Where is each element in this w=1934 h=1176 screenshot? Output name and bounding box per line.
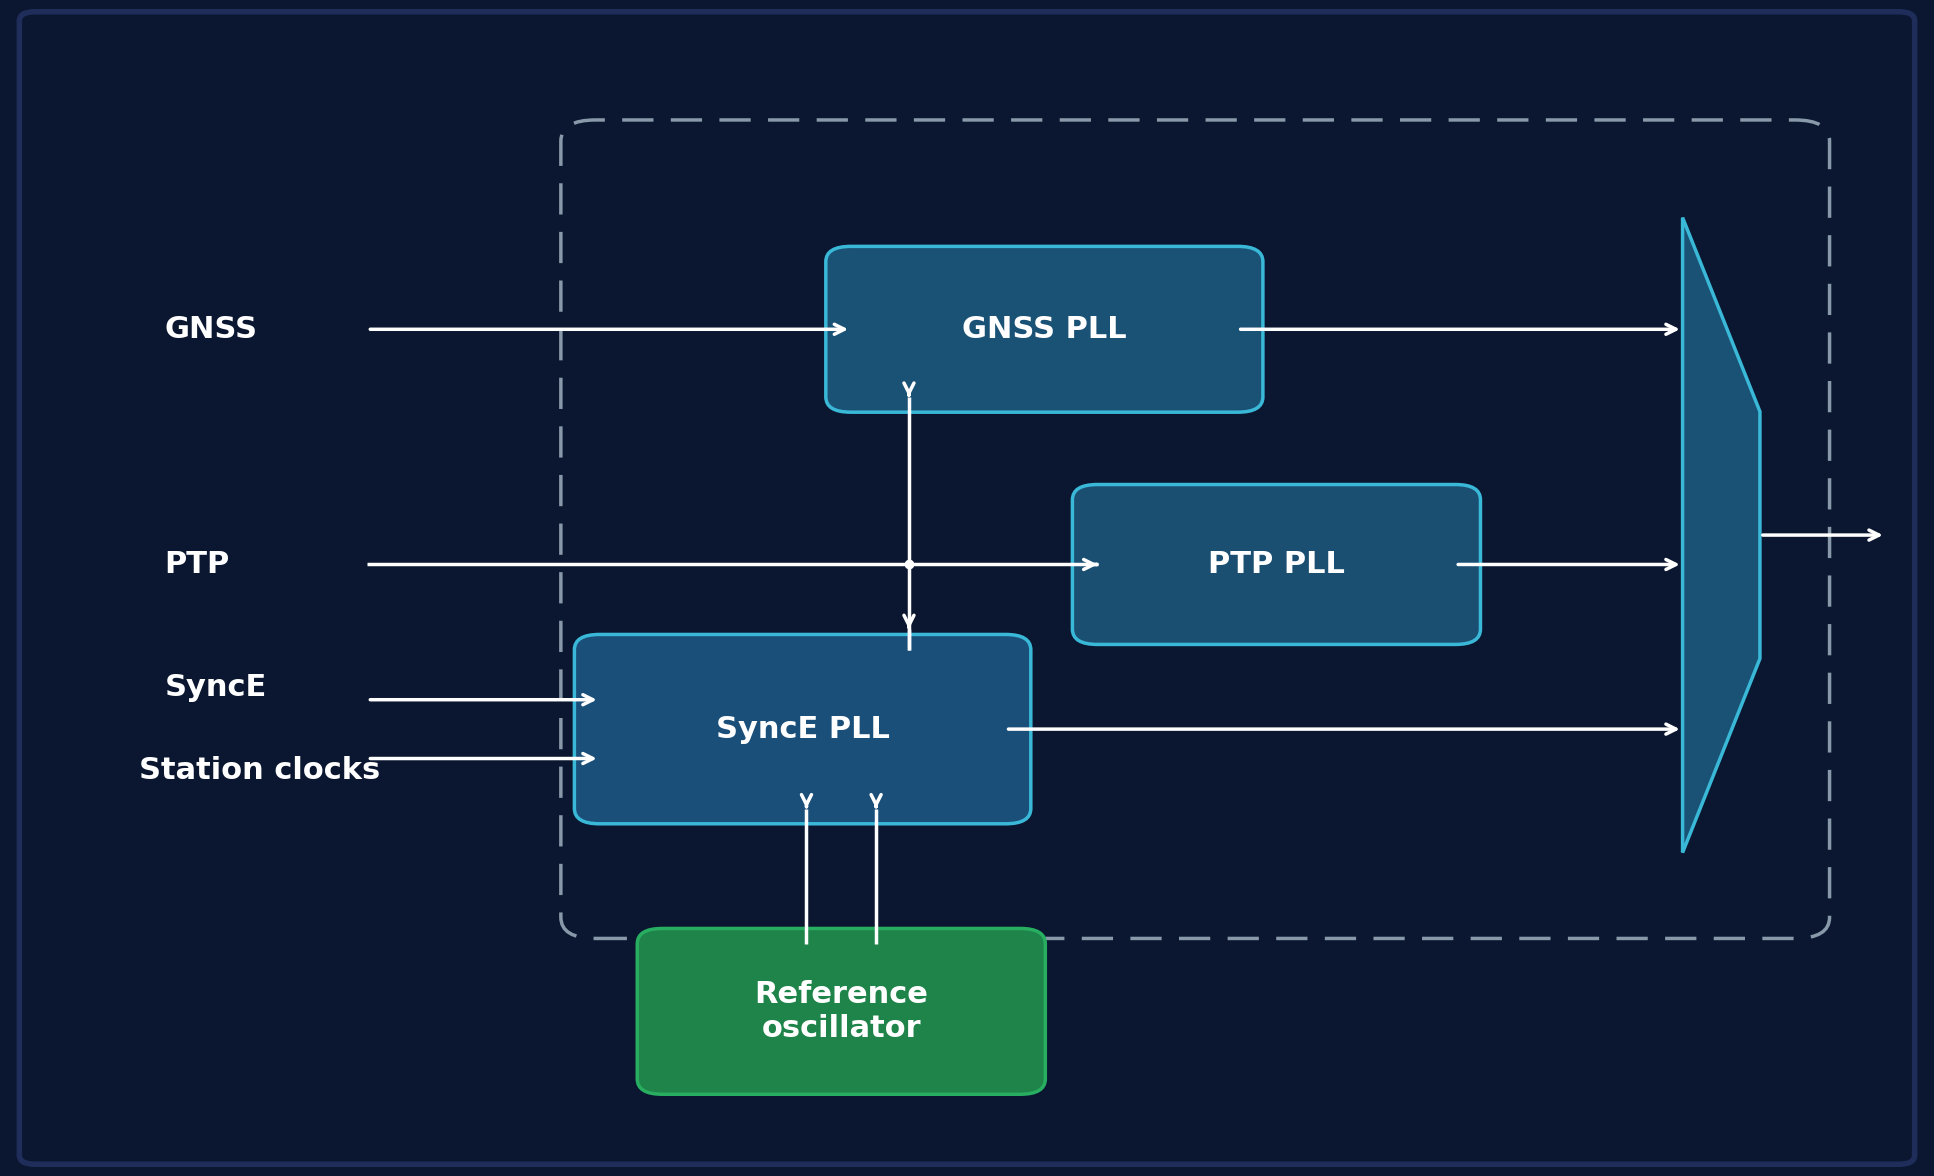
Text: Station clocks: Station clocks: [139, 756, 381, 784]
Text: SyncE PLL: SyncE PLL: [716, 715, 890, 743]
Text: GNSS PLL: GNSS PLL: [961, 315, 1128, 343]
FancyBboxPatch shape: [19, 12, 1915, 1164]
FancyBboxPatch shape: [1071, 485, 1480, 644]
Text: Reference
oscillator: Reference oscillator: [754, 980, 928, 1043]
Text: GNSS: GNSS: [164, 315, 257, 343]
FancyBboxPatch shape: [574, 635, 1031, 824]
Text: PTP: PTP: [164, 550, 230, 579]
Text: PTP PLL: PTP PLL: [1209, 550, 1344, 579]
FancyBboxPatch shape: [826, 247, 1263, 413]
Polygon shape: [1683, 218, 1760, 853]
FancyBboxPatch shape: [638, 929, 1044, 1094]
Text: SyncE: SyncE: [164, 674, 267, 702]
